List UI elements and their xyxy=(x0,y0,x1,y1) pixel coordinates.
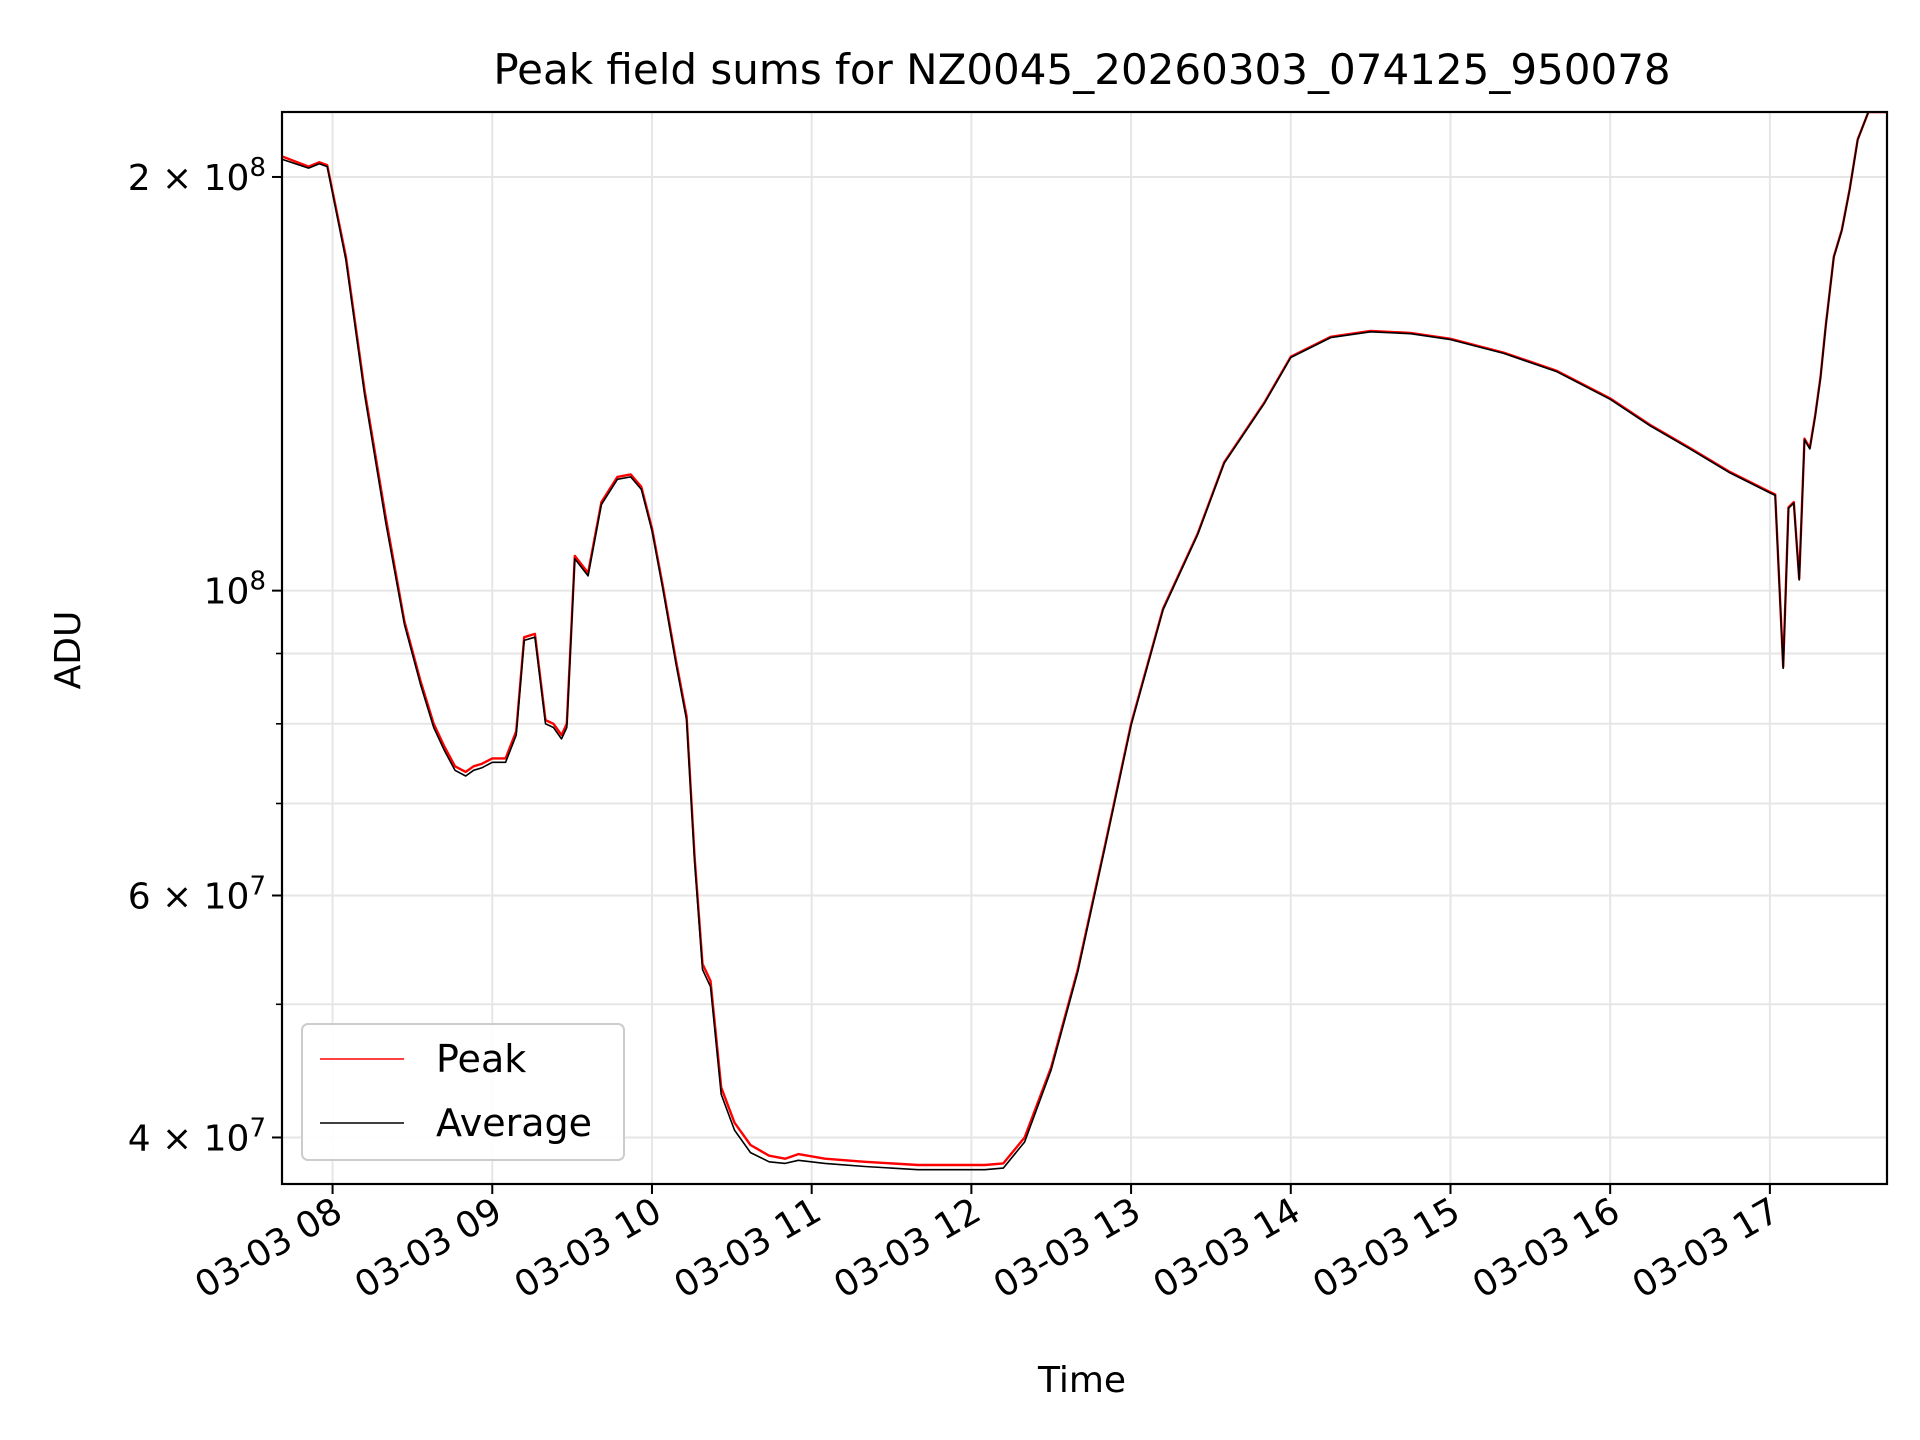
y-tick-label: 2 × 108 xyxy=(128,153,266,199)
y-axis-label: ADU xyxy=(48,611,89,690)
y-axis: 4 × 107 6 × 107 108 2 × 108 xyxy=(128,153,282,1159)
x-axis-label: Time xyxy=(1037,1360,1126,1401)
y-tick-label: 108 xyxy=(204,567,266,613)
legend-box xyxy=(301,1023,625,1161)
legend-label-average: Average xyxy=(436,1101,592,1145)
legend-label-peak: Peak xyxy=(436,1037,526,1081)
legend: Peak Average xyxy=(301,1023,625,1161)
y-tick-label: 6 × 107 xyxy=(128,871,266,917)
series-line-average xyxy=(282,112,1887,1171)
y-tick-label: 4 × 107 xyxy=(128,1113,266,1159)
chart-title: Peak field sums for NZ0045_20260303_0741… xyxy=(493,45,1670,94)
grid-lines xyxy=(282,112,1887,1184)
series-layer xyxy=(282,112,1887,1171)
plot-frame xyxy=(280,110,1889,1186)
